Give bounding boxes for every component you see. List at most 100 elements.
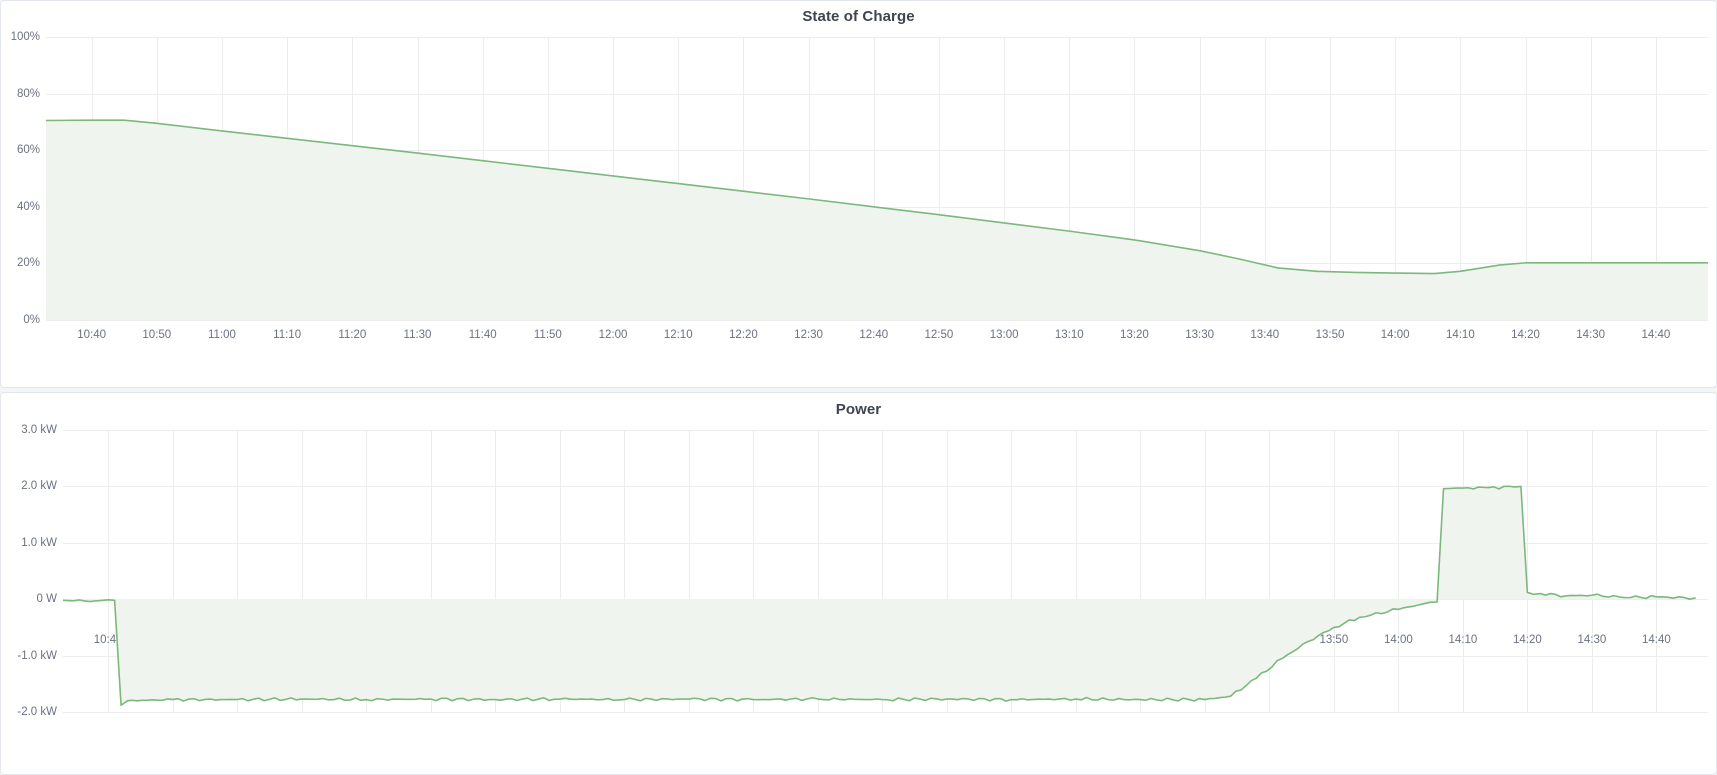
power-x-tick-label: 10:40 xyxy=(93,634,123,646)
power-gridline-v xyxy=(1269,430,1271,712)
power-gridline-v xyxy=(882,430,884,712)
soc-gridline-h xyxy=(46,37,1708,38)
power-gridline-v xyxy=(1527,430,1529,712)
power-x-tick-label: 13:50 xyxy=(1319,634,1349,646)
soc-x-tick-label: 12:10 xyxy=(663,329,693,341)
power-gridline-v xyxy=(1398,430,1400,712)
soc-gridline-v xyxy=(808,37,810,320)
soc-plot-area[interactable]: 0% 20% 40% 60% 80% 100% 10:40 10:50 11:00 11:10 11… xyxy=(1,1,1716,387)
power-gridline-v xyxy=(624,430,626,712)
state-of-charge-card: State of Charge 0% 20% 40% 60% 80% 100% 10:40 1… xyxy=(0,0,1717,388)
power-y-axis: -2.0 kW -1.0 kW 0 W 1.0 kW 2.0 kW 3.0 kW xyxy=(1,393,63,774)
soc-x-tick-label: 14:40 xyxy=(1641,329,1671,341)
power-gridline-v xyxy=(753,430,755,712)
power-gridline-v xyxy=(172,430,174,712)
power-y-tick-label: -2.0 kW xyxy=(17,706,57,718)
soc-y-tick-label: 80% xyxy=(16,87,40,100)
power-gridline-v xyxy=(366,430,368,712)
soc-gridline-v xyxy=(1395,37,1397,320)
power-gridline-v xyxy=(559,430,561,712)
soc-x-tick-label: 11:50 xyxy=(533,329,562,341)
power-series xyxy=(63,485,1696,707)
power-y-tick-label: -1.0 kW xyxy=(17,649,57,662)
power-gridline-v xyxy=(301,430,303,712)
soc-x-tick-label: 11:40 xyxy=(468,329,497,341)
power-gridline-v xyxy=(1011,430,1013,712)
power-x-tick-label: 14:10 xyxy=(1448,634,1478,646)
soc-gridline-v xyxy=(873,37,875,320)
soc-gridline-v xyxy=(1004,37,1006,320)
soc-x-tick-label: 10:50 xyxy=(142,329,172,341)
power-gridline-v xyxy=(688,430,690,712)
soc-x-tick-label: 13:10 xyxy=(1054,329,1084,341)
power-y-tick-label: 3.0 kW xyxy=(21,424,57,436)
power-y-tick-label: 2.0 kW xyxy=(21,480,57,493)
power-gridline-h xyxy=(63,430,1708,431)
power-card: Power -2.0 kW -1.0 kW 0 W 1.0 kW 2.0 kW 3.0 k… xyxy=(0,392,1717,775)
soc-gridline-h xyxy=(46,150,1708,152)
power-x-tick-label: 14:20 xyxy=(1512,634,1542,646)
power-gridline-h xyxy=(63,486,1708,488)
soc-series xyxy=(46,119,1708,320)
soc-gridline-h xyxy=(46,93,1708,95)
soc-y-tick-label: 20% xyxy=(16,257,40,270)
soc-gridline-v xyxy=(1329,37,1331,320)
soc-y-axis: 0% 20% 40% 60% 80% 100% xyxy=(1,1,46,387)
soc-x-tick-label: 10:40 xyxy=(77,329,106,341)
power-gridline-h xyxy=(63,542,1708,544)
soc-gridline-v xyxy=(1655,37,1657,320)
soc-gridline-v xyxy=(1590,37,1592,320)
power-y-tick-label: 0 W xyxy=(36,593,57,606)
power-gridline-v xyxy=(1591,430,1593,712)
power-gridline-v xyxy=(108,430,110,712)
soc-gridline-h xyxy=(46,320,1708,321)
soc-x-tick-label: 12:30 xyxy=(794,329,823,341)
power-gridline-v xyxy=(430,430,432,712)
soc-x-tick-label: 14:00 xyxy=(1380,329,1410,341)
soc-x-tick-label: 11:20 xyxy=(338,329,367,341)
soc-x-tick-label: 14:30 xyxy=(1576,329,1606,341)
soc-gridline-v xyxy=(1460,37,1462,320)
soc-y-tick-label: 0% xyxy=(23,314,40,326)
power-gridline-v xyxy=(817,430,819,712)
soc-gridline-v xyxy=(938,37,940,320)
soc-x-tick-label: 11:00 xyxy=(208,329,236,341)
soc-y-tick-label: 40% xyxy=(16,200,40,213)
soc-gridline-v xyxy=(743,37,745,320)
soc-x-tick-label: 14:20 xyxy=(1511,329,1540,341)
power-plot-area[interactable]: -2.0 kW -1.0 kW 0 W 1.0 kW 2.0 kW 3.0 kW 10:40… xyxy=(1,393,1716,774)
soc-chart-title: State of Charge xyxy=(802,8,915,25)
power-gridline-v xyxy=(1656,430,1658,712)
power-gridline-v xyxy=(946,430,948,712)
power-gridline-v xyxy=(237,430,239,712)
soc-gridline-v xyxy=(1264,37,1266,320)
soc-x-tick-label: 13:30 xyxy=(1185,329,1214,341)
soc-gridline-v xyxy=(1069,37,1071,320)
soc-y-tick-label: 60% xyxy=(16,144,40,157)
soc-y-tick-label: 100% xyxy=(10,31,40,43)
soc-gridline-v xyxy=(1134,37,1136,320)
soc-x-tick-label: 11:30 xyxy=(403,329,432,341)
soc-x-tick-label: 13:20 xyxy=(1120,329,1149,341)
soc-x-tick-label: 13:40 xyxy=(1250,329,1280,341)
power-gridline-v xyxy=(495,430,497,712)
soc-gridline-v xyxy=(678,37,680,320)
soc-x-tick-label: 13:00 xyxy=(989,329,1019,341)
power-x-tick-label: 14:30 xyxy=(1577,634,1607,646)
soc-x-tick-label: 12:00 xyxy=(598,329,628,341)
power-gridline-v xyxy=(1075,430,1077,712)
power-gridline-v xyxy=(1140,430,1142,712)
soc-x-tick-label: 13:50 xyxy=(1315,329,1345,341)
soc-gridline-v xyxy=(1199,37,1201,320)
soc-x-tick-label: 12:50 xyxy=(924,329,954,341)
power-x-tick-label: 14:40 xyxy=(1642,634,1671,646)
power-y-tick-label: 1.0 kW xyxy=(21,536,57,549)
power-gridline-v xyxy=(1333,430,1335,712)
power-gridline-h xyxy=(63,712,1708,713)
soc-gridline-v xyxy=(1525,37,1527,320)
power-gridline-v xyxy=(1204,430,1206,712)
power-x-tick-label: 14:00 xyxy=(1383,634,1413,646)
soc-x-tick-label: 14:10 xyxy=(1445,329,1475,341)
soc-x-tick-label: 11:10 xyxy=(273,329,302,341)
